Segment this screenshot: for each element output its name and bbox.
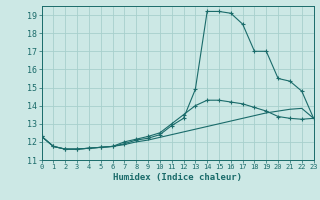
X-axis label: Humidex (Indice chaleur): Humidex (Indice chaleur) [113,173,242,182]
